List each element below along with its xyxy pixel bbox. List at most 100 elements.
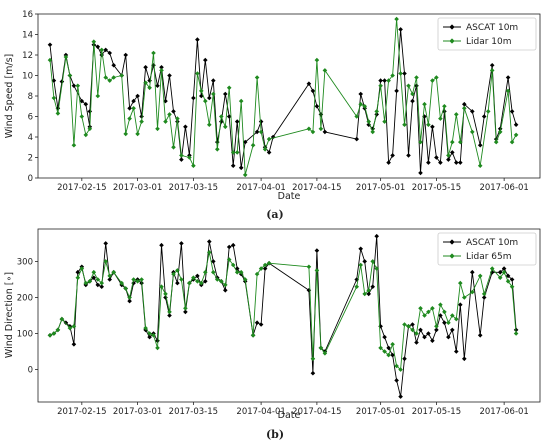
data-point-lidar (191, 163, 196, 168)
data-point-lidar (175, 268, 180, 273)
data-point-lidar (195, 71, 200, 76)
data-point-lidar (394, 363, 399, 369)
data-point-ascat (414, 83, 419, 88)
data-point-ascat (426, 331, 431, 336)
data-point-ascat (394, 88, 399, 94)
data-point-lidar (119, 280, 124, 286)
figure-caption: (b) (266, 428, 284, 441)
data-point-lidar (67, 325, 73, 331)
data-point-lidar (163, 291, 168, 297)
data-point-lidar (55, 111, 61, 116)
data-point-ascat (155, 338, 160, 343)
data-point-lidar (366, 288, 371, 293)
y-tick-label: 14 (22, 31, 33, 41)
legend-label-lidar: Lidar 65m (466, 252, 512, 262)
data-point-ascat (390, 153, 395, 158)
data-point-ascat (63, 320, 69, 325)
data-point-lidar (51, 331, 57, 336)
data-point-lidar (258, 266, 264, 271)
data-point-lidar (450, 139, 455, 145)
y-tick-label: 16 (22, 10, 33, 20)
data-point-lidar (159, 68, 164, 73)
data-point-lidar (394, 16, 399, 22)
data-point-ascat (87, 109, 93, 114)
data-point-ascat (226, 244, 232, 250)
data-point-lidar (366, 119, 371, 124)
data-point-ascat (147, 78, 152, 83)
data-point-lidar (422, 101, 427, 107)
data-point-ascat (314, 104, 320, 109)
data-point-ascat (155, 83, 160, 88)
data-point-ascat (258, 322, 264, 327)
data-point-lidar (258, 129, 264, 135)
data-point-lidar (322, 351, 328, 356)
data-point-lidar (63, 54, 69, 60)
data-point-ascat (458, 302, 463, 307)
data-point-lidar (418, 139, 423, 145)
data-point-lidar (426, 122, 431, 127)
data-point-lidar (398, 71, 403, 76)
data-point-lidar (318, 345, 324, 351)
data-point-ascat (183, 309, 188, 315)
data-point-lidar (410, 327, 415, 333)
data-point-lidar (430, 78, 435, 83)
data-point-lidar (187, 280, 192, 286)
data-point-ascat (107, 50, 112, 56)
data-point-lidar (306, 264, 312, 270)
series-line-ascat (49, 28, 517, 174)
data-point-lidar (505, 279, 511, 284)
data-point-lidar (175, 116, 180, 121)
x-axis-title: Date (278, 410, 301, 421)
data-point-ascat (418, 327, 423, 333)
data-point-lidar (318, 126, 324, 132)
data-point-ascat (438, 313, 443, 318)
data-point-lidar (454, 112, 459, 117)
data-point-ascat (159, 242, 164, 248)
legend-box (437, 17, 537, 51)
series-line-lidar (49, 18, 517, 176)
data-point-lidar (450, 313, 455, 318)
data-point-lidar (470, 129, 475, 135)
data-point-lidar (438, 302, 443, 307)
data-point-ascat (402, 71, 407, 76)
data-point-lidar (151, 50, 156, 56)
data-point-ascat (159, 65, 164, 70)
y-tick-label: 6 (28, 113, 33, 123)
data-point-lidar (414, 331, 419, 336)
data-point-lidar (83, 280, 89, 286)
data-point-ascat (462, 101, 467, 107)
data-point-lidar (509, 284, 515, 289)
y-tick-label: 200 (17, 293, 33, 303)
data-point-lidar (143, 80, 148, 85)
data-point-ascat (175, 280, 180, 286)
data-point-ascat (143, 65, 148, 70)
data-point-lidar (426, 309, 431, 315)
data-point-lidar (470, 289, 475, 295)
data-point-lidar (179, 277, 184, 282)
data-point-lidar (230, 262, 236, 268)
data-point-ascat (79, 98, 85, 104)
data-point-lidar (497, 129, 503, 135)
data-point-ascat (234, 119, 240, 124)
data-point-ascat (238, 165, 244, 171)
data-point-lidar (135, 131, 140, 137)
data-point-lidar (187, 155, 192, 160)
data-point-lidar (242, 277, 248, 282)
x-tick-label: 2017-06-01 (479, 407, 528, 417)
y-tick-label: 2 (28, 154, 33, 164)
data-point-ascat (374, 233, 379, 239)
data-point-lidar (390, 342, 395, 347)
data-point-lidar (79, 266, 85, 271)
data-point-ascat (95, 282, 101, 288)
data-point-lidar (131, 277, 136, 282)
data-point-lidar (223, 282, 228, 288)
data-point-lidar (390, 73, 395, 78)
y-tick-label: 8 (28, 92, 33, 102)
data-point-ascat (358, 246, 363, 252)
x-tick-label: 2017-03-15 (169, 183, 218, 193)
data-point-lidar (95, 277, 101, 282)
data-point-lidar (262, 262, 268, 268)
figure-caption: (a) (266, 208, 284, 221)
data-point-lidar (382, 349, 387, 354)
data-point-lidar (250, 333, 256, 338)
